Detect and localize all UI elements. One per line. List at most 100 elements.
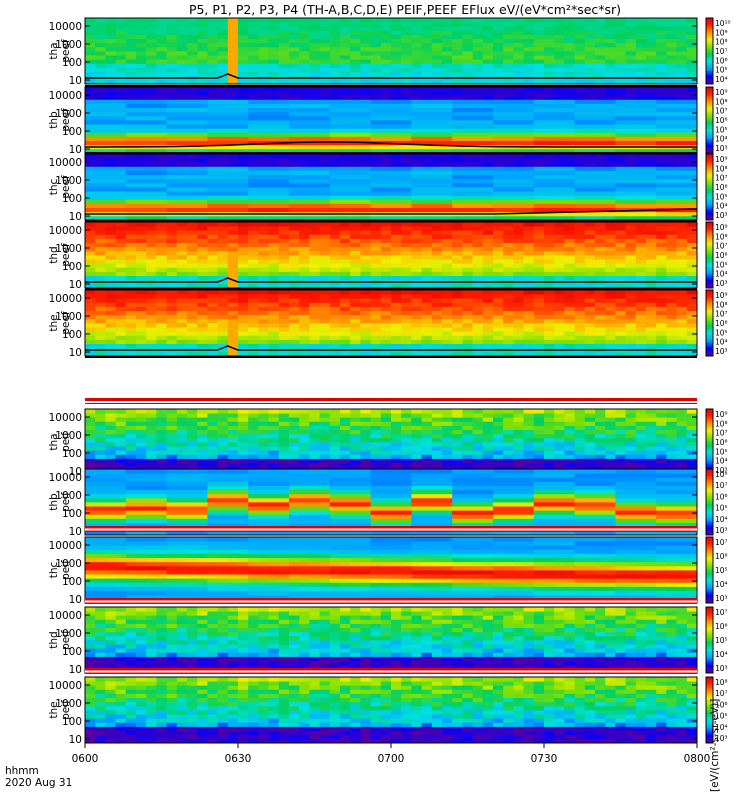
heatmap-cell (166, 170, 178, 176)
heatmap-cell (401, 250, 412, 256)
heatmap-cell (105, 290, 116, 295)
heatmap-cell (533, 298, 545, 303)
heatmap-cell (278, 34, 290, 40)
heatmap-cell (533, 26, 545, 31)
heatmap-cell (503, 199, 514, 204)
heatmap-cell (533, 215, 545, 221)
heatmap-cell (462, 26, 473, 31)
heatmap-cell (411, 302, 422, 307)
heatmap-cell (513, 55, 524, 60)
heatmap-cell (85, 234, 96, 239)
heatmap-cell (452, 46, 463, 52)
heatmap-cell (166, 154, 178, 159)
colorbar-step (706, 251, 713, 254)
heatmap-cell (391, 203, 402, 209)
heatmap-cell (472, 271, 484, 277)
heatmap-cell (666, 154, 677, 159)
heatmap-cell (278, 207, 290, 213)
heatmap-cell (268, 294, 280, 299)
heatmap-cell (401, 136, 412, 142)
heatmap-cell (421, 26, 433, 31)
heatmap-cell (370, 195, 382, 200)
heatmap-cell (166, 71, 178, 77)
heatmap-cell (268, 158, 280, 163)
heatmap-cell (411, 263, 422, 268)
heatmap-cell (493, 95, 504, 100)
heatmap-cell (289, 170, 300, 176)
heatmap-cell (503, 22, 514, 27)
heatmap-cell (289, 283, 300, 289)
heatmap-cell (248, 111, 259, 117)
colorbar-step (706, 106, 713, 109)
heatmap-cell (176, 170, 188, 176)
heatmap-cell (391, 162, 402, 167)
heatmap-cell (207, 91, 218, 96)
heatmap-cell (227, 298, 239, 303)
colorbar-step (706, 264, 713, 267)
heatmap-cell (401, 91, 412, 96)
heatmap-cell (431, 124, 443, 129)
heatmap-cell (646, 187, 657, 192)
heatmap-cell (523, 327, 535, 332)
heatmap-cell (329, 318, 341, 324)
heatmap-cell (431, 294, 443, 299)
heatmap-cell (238, 63, 249, 68)
heatmap-cell (442, 199, 453, 204)
heatmap-cell (85, 230, 96, 235)
heatmap-cell (258, 128, 269, 133)
heatmap-cell (503, 120, 514, 125)
heatmap-cell (411, 238, 422, 244)
heatmap-cell (503, 91, 514, 96)
heatmap-cell (227, 335, 239, 340)
heatmap-cell (615, 250, 626, 256)
heatmap-cell (85, 148, 96, 154)
heatmap-cell (299, 310, 310, 316)
heatmap-cell (258, 290, 269, 295)
heatmap-cell (431, 207, 443, 213)
heatmap-cell (207, 327, 218, 332)
heatmap-cell (360, 351, 371, 357)
heatmap-cell (564, 246, 575, 252)
heatmap-cell (156, 174, 167, 180)
heatmap-cell (238, 46, 249, 52)
heatmap-cell (176, 30, 188, 35)
heatmap-cell (238, 87, 249, 92)
heatmap-cell (278, 343, 290, 349)
heatmap-cell (146, 230, 157, 235)
heatmap-cell (370, 46, 382, 52)
heatmap-cell (391, 148, 402, 154)
heatmap-cell (197, 195, 208, 200)
heatmap-cell (238, 242, 249, 248)
heatmap-cell (595, 128, 606, 133)
heatmap-cell (544, 38, 555, 44)
heatmap-cell (615, 246, 626, 252)
heatmap-cell (380, 34, 392, 40)
heatmap-cell (605, 298, 616, 303)
heatmap-cell (401, 95, 412, 100)
heatmap-cell (340, 103, 351, 109)
heatmap-cell (329, 178, 341, 184)
heatmap-cell (380, 99, 392, 104)
heatmap-cell (329, 46, 341, 52)
colorbar-step (706, 240, 713, 243)
heatmap-cell (533, 343, 545, 349)
heatmap-cell (544, 267, 555, 272)
heatmap-cell (125, 71, 137, 77)
heatmap-cell (391, 132, 402, 137)
heatmap-cell (625, 38, 637, 44)
heatmap-cell (564, 170, 575, 176)
heatmap-cell (268, 339, 280, 345)
heatmap-cell (564, 22, 575, 27)
heatmap-cell (462, 67, 473, 73)
heatmap-cell (370, 310, 382, 316)
heatmap-cell (370, 144, 382, 150)
heatmap-cell (319, 148, 331, 154)
heatmap-cell (238, 71, 249, 77)
heatmap-cell (258, 310, 269, 316)
heatmap-cell (421, 46, 433, 52)
heatmap-cell (340, 107, 351, 113)
colorbar-tick-label: 10³ (715, 144, 728, 153)
heatmap-cell (554, 174, 565, 180)
heatmap-cell (329, 111, 341, 117)
heatmap-cell (115, 187, 127, 192)
